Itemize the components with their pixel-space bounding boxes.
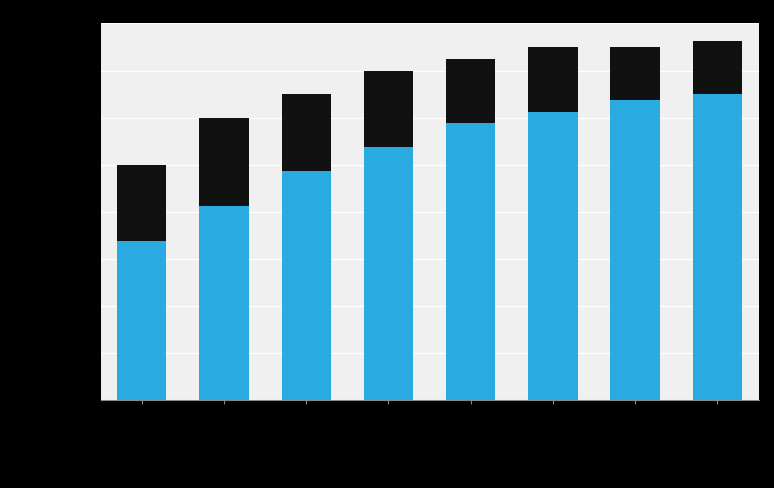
Bar [282,95,331,171]
Bar [117,242,166,400]
Bar [611,48,659,101]
Bar [364,71,413,148]
Bar [446,124,495,400]
Bar [446,60,495,124]
Bar [364,148,413,400]
Bar [693,42,742,95]
Bar [528,48,577,112]
Bar [200,206,248,400]
Bar [200,119,248,206]
Bar [117,165,166,242]
Bar [611,101,659,400]
Bar [528,112,577,400]
Bar [693,95,742,400]
Bar [282,171,331,400]
